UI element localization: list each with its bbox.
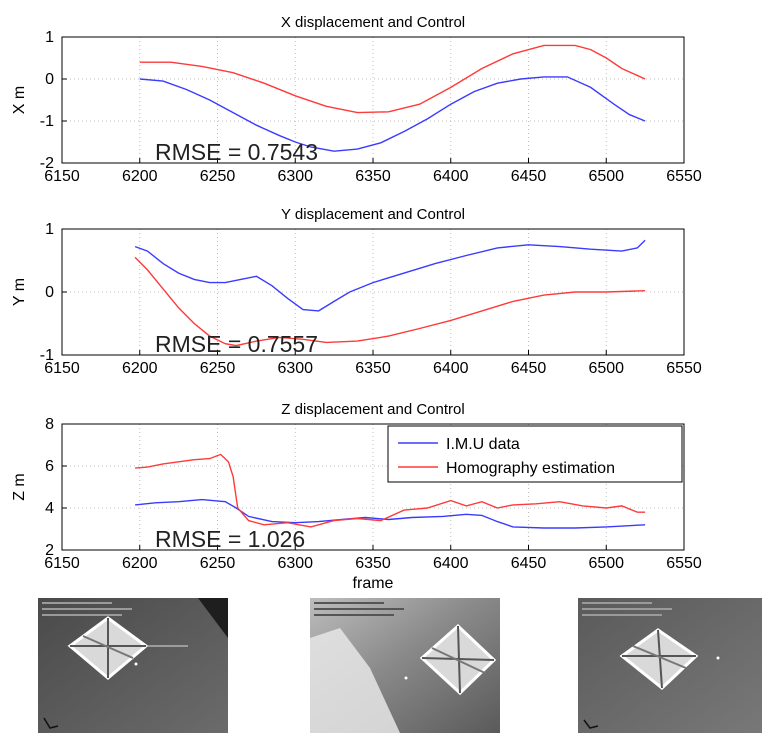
x-tick-label: 6450 [511, 555, 547, 572]
x-tick-label: 6350 [355, 555, 391, 572]
y-tick-label: 0 [45, 71, 54, 88]
y-tick-label: 2 [45, 542, 54, 559]
x-tick-label: 6150 [44, 360, 80, 377]
series-line-2 [134, 256, 646, 347]
y-tick-label: 8 [45, 416, 54, 433]
x-tick-label: 6250 [200, 168, 236, 185]
x-tick-label: 6300 [277, 360, 313, 377]
y-axis-label: X m [11, 86, 28, 114]
x-tick-label: 6250 [200, 360, 236, 377]
y-tick-label: -2 [40, 155, 54, 172]
x-tick-label: 6350 [355, 360, 391, 377]
frame-photo-3 [578, 598, 762, 733]
y-tick-label: 1 [45, 29, 54, 46]
x-tick-label: 6500 [588, 555, 624, 572]
x-tick-label: 6550 [666, 168, 702, 185]
series-line-2 [135, 453, 646, 528]
x-tick-label: 6450 [511, 168, 547, 185]
x-axis-label: frame [353, 575, 394, 592]
x-tick-label: 6250 [200, 555, 236, 572]
y-axis-label: Z m [11, 473, 28, 501]
x-tick-label: 6550 [666, 360, 702, 377]
x-tick-label: 6450 [511, 360, 547, 377]
x-tick-label: 6350 [355, 168, 391, 185]
legend-label: I.M.U data [446, 436, 520, 453]
chart-title: X displacement and Control [281, 14, 465, 31]
rmse-annotation: RMSE = 0.7543 [155, 139, 318, 165]
x-tick-label: 6400 [433, 555, 469, 572]
y-tick-label: 0 [45, 284, 54, 301]
x-tick-label: 6500 [588, 360, 624, 377]
chart-2: 6150 6200 6250 6300 6350 6400 6450 6500 6550 -1 0 1… [11, 206, 702, 377]
frame-photo-2 [310, 598, 500, 733]
x-tick-label: 6550 [666, 555, 702, 572]
x-tick-label: 6200 [122, 168, 158, 185]
rmse-annotation: RMSE = 0.7557 [155, 331, 318, 357]
x-tick-label: 6500 [588, 168, 624, 185]
series-line-1 [134, 239, 646, 312]
series-line-1 [139, 76, 646, 152]
displacement-charts: 6150 6200 6250 6300 6350 6400 6450 6500 6550-2-1… [11, 14, 702, 592]
frame-photo-1 [38, 598, 228, 733]
x-tick-label: 6300 [277, 168, 313, 185]
legend-label: Homography estimation [446, 460, 615, 477]
legend-box [387, 425, 683, 483]
y-axis-label: Y m [11, 278, 28, 306]
series-line-1 [135, 498, 646, 529]
y-tick-label: 6 [45, 458, 54, 475]
x-tick-label: 6200 [122, 360, 158, 377]
x-tick-label: 6200 [122, 555, 158, 572]
series-line-2 [139, 44, 646, 114]
chart-3: 6150 6200 6250 6300 6350 6400 6450 6500 6550 2 4 6 8… [11, 401, 702, 592]
chart-1: 6150 6200 6250 6300 6350 6400 6450 6500 6550 -2 -1… [11, 14, 702, 185]
x-tick-label: 6150 [44, 555, 80, 572]
rmse-annotation: RMSE = 1.026 [155, 526, 305, 552]
legend: I.M.U data Homography estimation [387, 425, 683, 483]
x-tick-label: 6400 [433, 168, 469, 185]
x-tick-label: 6400 [433, 360, 469, 377]
x-tick-label: 6300 [277, 555, 313, 572]
x-tick-label: 6150 [44, 168, 80, 185]
y-tick-label: -1 [40, 347, 54, 364]
y-tick-label: 4 [45, 500, 54, 517]
y-tick-label: -1 [40, 113, 54, 130]
chart-title: Y displacement and Control [281, 206, 465, 223]
chart-title: Z displacement and Control [281, 401, 464, 418]
y-tick-label: 1 [45, 221, 54, 238]
